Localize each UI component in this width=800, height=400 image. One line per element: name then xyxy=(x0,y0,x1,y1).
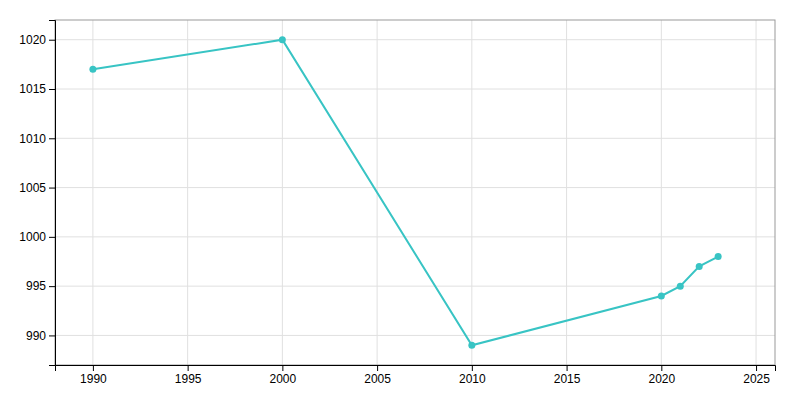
x-tick-mark xyxy=(567,365,568,371)
y-grid-line xyxy=(55,89,775,90)
y-tick-label: 1020 xyxy=(19,33,46,47)
x-tick-label: 2020 xyxy=(648,372,675,386)
grid xyxy=(55,20,775,365)
x-tick-mark xyxy=(756,365,757,371)
x-grid-line xyxy=(187,20,188,365)
x-tick: 2005 xyxy=(364,365,391,386)
x-tick-label: 2000 xyxy=(270,372,297,386)
x-tick: 1995 xyxy=(175,365,202,386)
x-tick-mark xyxy=(377,365,378,371)
plot-frame xyxy=(55,20,775,365)
x-tick: 2000 xyxy=(270,365,297,386)
y-tick: 1000 xyxy=(19,230,55,244)
x-axis-line xyxy=(56,366,776,372)
x-tick-mark xyxy=(93,365,94,371)
y-grid-line xyxy=(55,286,775,287)
y-tick-label: 1015 xyxy=(19,82,46,96)
y-tick-label: 1005 xyxy=(19,181,46,195)
x-tick-mark xyxy=(188,365,189,371)
x-tick-mark xyxy=(282,365,283,371)
y-tick-label: 990 xyxy=(26,329,46,343)
point xyxy=(696,263,703,270)
y-tick: 1010 xyxy=(19,132,55,146)
x-tick: 2015 xyxy=(554,365,581,386)
chart: 1990 1995 2000 2005 2010 2015 2020 2025 990 995 10… xyxy=(0,0,800,400)
y-tick-mark xyxy=(49,188,55,189)
x-tick-label: 2005 xyxy=(364,372,391,386)
x-grid-line xyxy=(471,20,472,365)
x-tick: 1990 xyxy=(80,365,107,386)
y-tick-label: 995 xyxy=(26,279,46,293)
point xyxy=(279,36,286,43)
y-tick-mark xyxy=(49,89,55,90)
point xyxy=(715,253,722,260)
x-tick: 2025 xyxy=(743,365,770,386)
y-tick-mark xyxy=(49,237,55,238)
y-tick-label: 1010 xyxy=(19,132,46,146)
point xyxy=(89,66,96,73)
plot: 1990 1995 2000 2005 2010 2015 2020 2025 990 995 10… xyxy=(19,20,775,386)
y-tick-label: 1000 xyxy=(19,230,46,244)
data-layer xyxy=(89,36,721,349)
y-tick: 1015 xyxy=(19,82,55,96)
y-axis: 990 995 1000 1005 1010 1015 1020 xyxy=(19,21,55,366)
y-tick-mark xyxy=(49,286,55,287)
y-grid-line xyxy=(55,335,775,336)
x-tick: 2010 xyxy=(459,365,486,386)
point xyxy=(468,342,475,349)
y-tick-mark xyxy=(49,335,55,336)
y-grid-line xyxy=(55,187,775,188)
x-grid-line xyxy=(756,20,757,365)
y-tick: 990 xyxy=(26,329,55,343)
x-grid-line xyxy=(566,20,567,365)
y-grid-line xyxy=(55,138,775,139)
y-tick: 1005 xyxy=(19,181,55,195)
x-axis: 1990 1995 2000 2005 2010 2015 2020 2025 xyxy=(56,365,776,386)
x-tick-mark xyxy=(472,365,473,371)
y-tick-mark xyxy=(49,138,55,139)
x-tick-mark xyxy=(661,365,662,371)
x-tick: 2020 xyxy=(648,365,675,386)
point xyxy=(658,293,665,300)
y-tick-mark xyxy=(49,40,55,41)
y-grid-line xyxy=(55,39,775,40)
y-tick: 995 xyxy=(26,279,55,293)
x-tick-label: 2015 xyxy=(554,372,581,386)
y-grid-line xyxy=(55,236,775,237)
x-grid-line xyxy=(661,20,662,365)
line xyxy=(93,40,718,346)
y-axis-line xyxy=(49,21,56,366)
x-tick-label: 2025 xyxy=(743,372,770,386)
x-tick-label: 2010 xyxy=(459,372,486,386)
y-tick: 1020 xyxy=(19,33,55,47)
x-tick-label: 1995 xyxy=(175,372,202,386)
x-tick-label: 1990 xyxy=(80,372,107,386)
x-grid-line xyxy=(282,20,283,365)
point xyxy=(677,283,684,290)
